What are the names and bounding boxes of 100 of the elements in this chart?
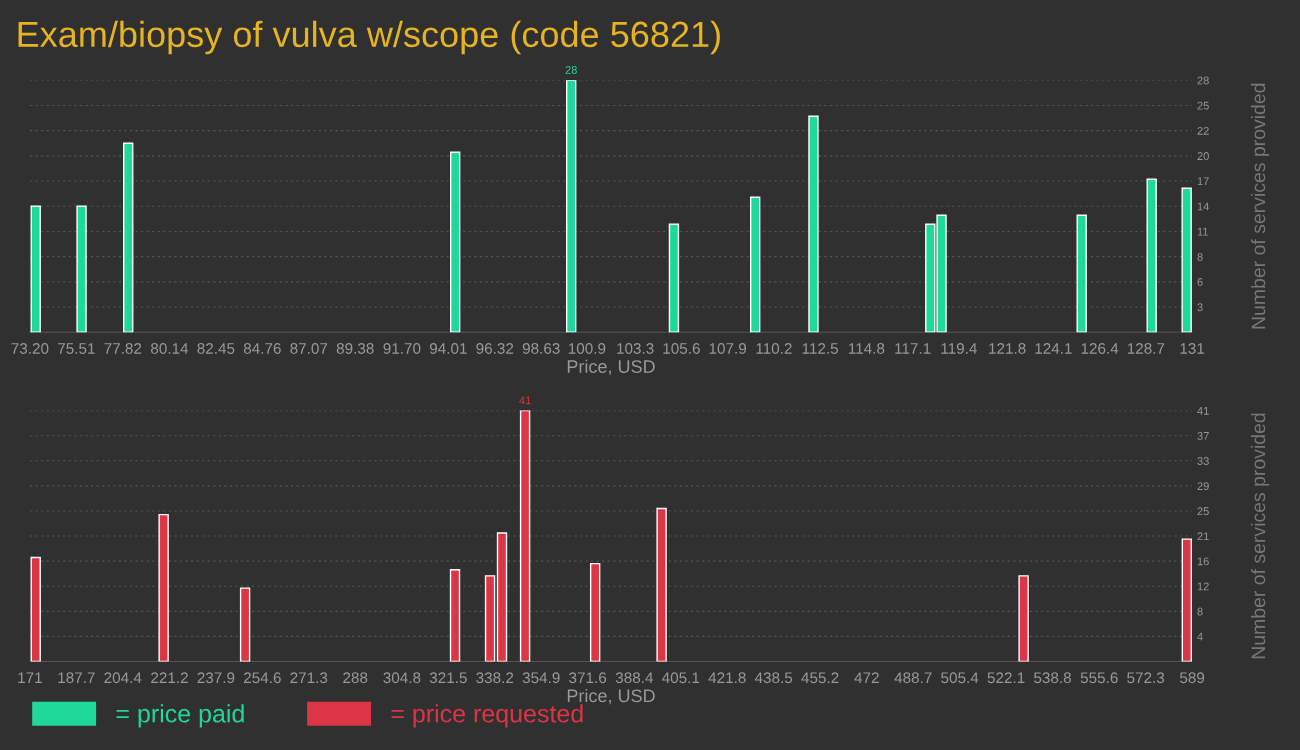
- x-tick-label: 338.2: [476, 672, 514, 684]
- x-tick-label: 103.3: [617, 343, 654, 354]
- y-tick-label: 17: [1197, 177, 1209, 186]
- x-tick-label: 354.9: [522, 672, 560, 684]
- x-tick-label: 488.7: [894, 672, 932, 684]
- x-tick-label: 107.9: [709, 343, 747, 354]
- bar: [30, 556, 41, 662]
- y-tick-label: 33: [1197, 457, 1209, 465]
- x-tick-label: 572.3: [1127, 672, 1165, 684]
- y-tick-label: 12: [1197, 582, 1209, 591]
- x-tick-label: 77.82: [104, 343, 142, 354]
- x-tick-label: 271.3: [290, 672, 328, 684]
- bar: [589, 562, 601, 662]
- x-tick-label: 105.6: [663, 343, 700, 354]
- x-tick-label: 304.8: [383, 672, 421, 684]
- x-tick-label: 94.01: [429, 343, 467, 354]
- x-tick-label: 110.2: [756, 343, 792, 354]
- x-tick-label: 87.07: [290, 343, 328, 354]
- x-tick-label: 438.5: [754, 672, 793, 684]
- x-tick-label: 100.9: [568, 343, 606, 354]
- y-tick-label: 37: [1197, 431, 1209, 440]
- x-tick-label: 84.76: [243, 343, 281, 354]
- x-tick-label: 405.1: [662, 672, 700, 684]
- bar: [749, 196, 761, 333]
- x-tick-label: 96.32: [476, 343, 514, 354]
- bar: [484, 575, 496, 662]
- data-label: 41: [519, 396, 531, 405]
- y-tick-label: 25: [1197, 507, 1209, 516]
- bar: [519, 410, 531, 662]
- y-tick-label: 3: [1197, 303, 1203, 312]
- y-axis-title: Number of services provided: [1250, 413, 1270, 659]
- x-tick-label: 114.8: [848, 343, 885, 354]
- bar: [808, 115, 819, 333]
- x-tick-label: 237.9: [197, 672, 235, 684]
- x-tick-label: 371.6: [569, 672, 607, 684]
- x-tick-label: 555.6: [1080, 672, 1118, 684]
- bar: [449, 151, 461, 333]
- bar: [1146, 178, 1157, 333]
- bar: [239, 587, 251, 662]
- legend-label: = price requested: [391, 704, 583, 728]
- y-tick-label: 11: [1197, 227, 1208, 236]
- x-axis-title: Price, USD: [567, 688, 655, 705]
- x-tick-label: 89.38: [336, 343, 374, 354]
- x-tick-label: 82.45: [197, 343, 235, 354]
- x-tick-label: 505.4: [941, 672, 979, 684]
- x-tick-label: 119.4: [941, 343, 977, 354]
- bar: [565, 80, 577, 333]
- bar: [668, 223, 680, 333]
- x-tick-label: 288: [343, 672, 368, 684]
- x-tick-label: 455.2: [801, 672, 839, 684]
- y-tick-label: 29: [1197, 482, 1209, 491]
- y-tick-label: 22: [1197, 126, 1209, 135]
- y-tick-label: 8: [1197, 252, 1203, 261]
- x-axis-title: Price, USD: [567, 359, 655, 376]
- bar: [158, 513, 169, 662]
- x-tick-label: 254.6: [243, 672, 281, 684]
- x-tick-label: 117.1: [895, 343, 931, 354]
- x-tick-label: 126.4: [1081, 343, 1119, 354]
- y-tick-label: 4: [1197, 632, 1203, 641]
- y-tick-label: 14: [1197, 202, 1209, 211]
- chart-title: Exam/biopsy of vulva w/scope (code 56821): [18, 20, 720, 55]
- x-tick-label: 112.5: [802, 343, 839, 354]
- x-tick-label: 91.70: [383, 343, 421, 354]
- x-tick-label: 321.5: [429, 672, 467, 684]
- bar: [30, 205, 41, 333]
- x-tick-label: 538.8: [1034, 672, 1071, 684]
- x-tick-label: 204.4: [104, 672, 142, 684]
- x-tick-label: 171: [18, 672, 42, 683]
- bar: [1018, 575, 1029, 662]
- x-tick-label: 75.51: [58, 343, 95, 354]
- bar: [496, 532, 508, 662]
- x-tick-label: 73.20: [11, 343, 49, 354]
- x-tick-label: 80.14: [150, 343, 189, 354]
- bar: [1181, 538, 1193, 662]
- bar: [656, 507, 667, 662]
- y-tick-label: 16: [1197, 557, 1209, 566]
- data-label: 28: [565, 66, 577, 74]
- y-tick-label: 20: [1197, 152, 1209, 160]
- bar: [449, 569, 461, 662]
- y-tick-label: 28: [1197, 76, 1209, 85]
- bar: [123, 142, 134, 333]
- y-axis-title: Number of services provided: [1250, 83, 1270, 329]
- bar: [1076, 214, 1087, 333]
- x-tick-label: 472: [854, 672, 879, 683]
- x-tick-label: 98.63: [522, 343, 560, 354]
- x-tick-label: 522.1: [987, 672, 1025, 684]
- x-tick-label: 124.1: [1035, 343, 1072, 354]
- x-tick-label: 421.8: [708, 672, 746, 684]
- x-tick-label: 388.4: [615, 672, 654, 684]
- x-tick-label: 187.7: [58, 672, 95, 684]
- x-tick-label: 131: [1180, 343, 1205, 354]
- y-tick-label: 21: [1197, 532, 1209, 541]
- y-tick-label: 41: [1197, 407, 1209, 415]
- y-tick-label: 6: [1197, 278, 1203, 286]
- x-tick-label: 128.7: [1127, 343, 1165, 354]
- x-tick-label: 589: [1179, 672, 1205, 684]
- y-tick-label: 25: [1197, 101, 1209, 110]
- x-tick-label: 221.2: [151, 672, 188, 683]
- x-tick-label: 121.8: [989, 343, 1026, 354]
- bar: [1181, 187, 1192, 333]
